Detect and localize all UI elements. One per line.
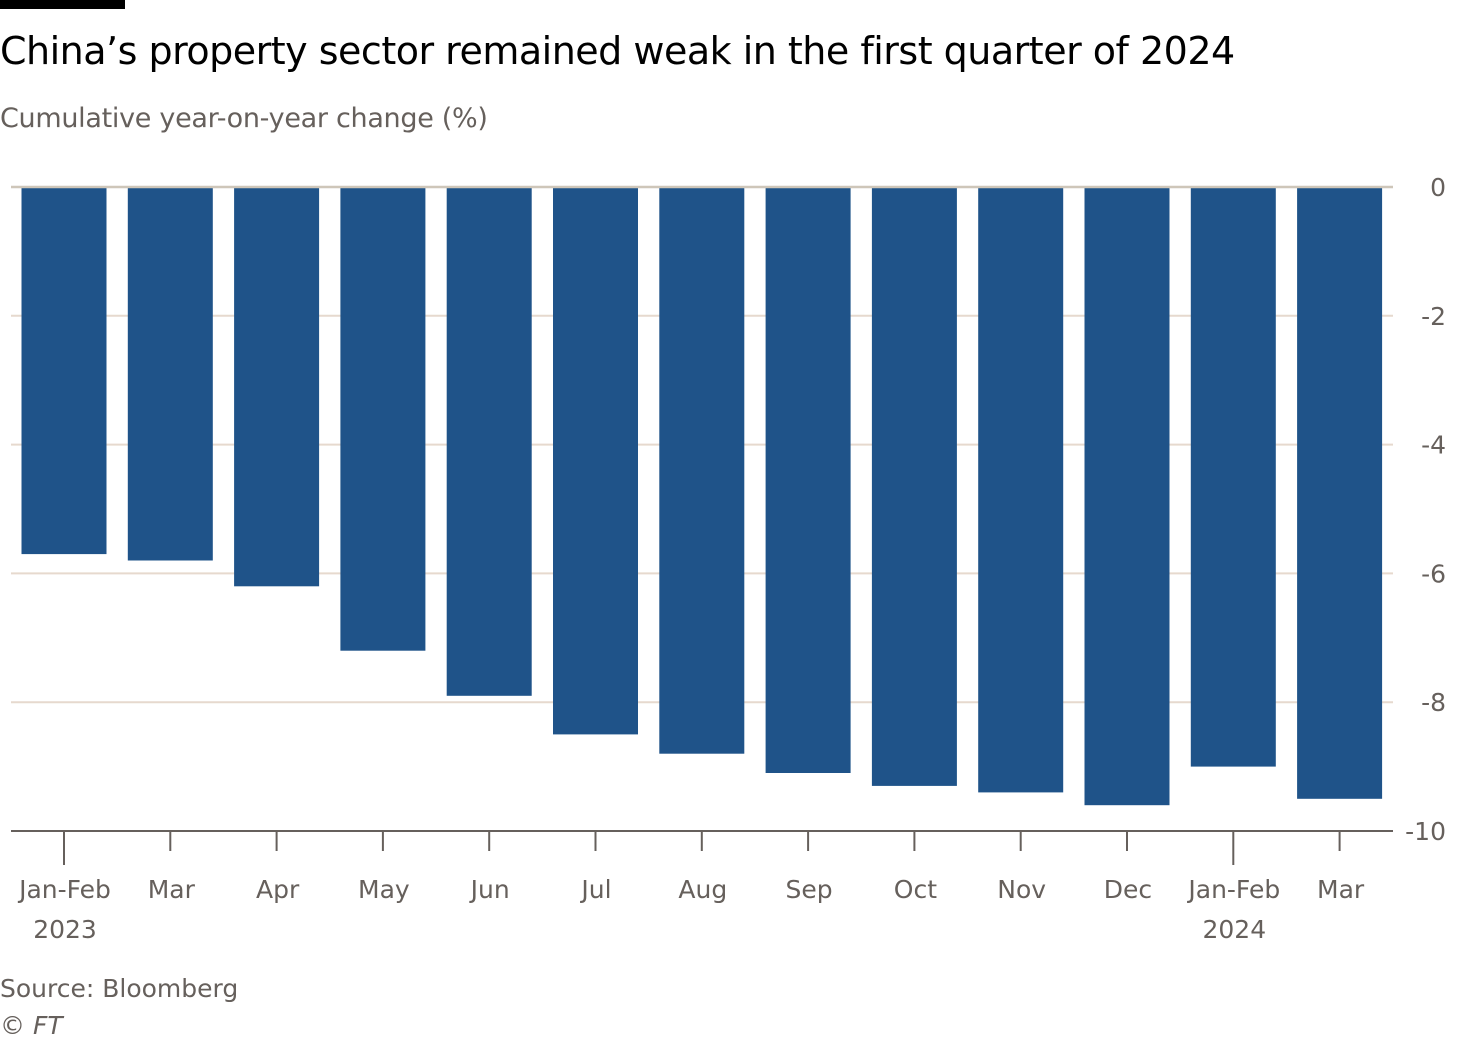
copyright-note: © FT xyxy=(0,1011,63,1040)
bar xyxy=(1190,187,1276,767)
x-tick-label: Jul xyxy=(579,875,611,904)
bar xyxy=(553,187,638,735)
x-tick-label: Jan-Feb xyxy=(17,875,111,904)
x-tick-label: Jan-Feb xyxy=(1186,875,1280,904)
bar xyxy=(978,187,1064,793)
bar-chart: 0 -2 -4 -6 -8 -10 Jan-Feb 2023 Mar Apr May Jun Jul Au… xyxy=(11,173,1446,944)
bar xyxy=(21,187,107,555)
x-tick-label: Sep xyxy=(786,875,833,904)
x-tick-label: Jun xyxy=(469,875,510,904)
x-tick-label: May xyxy=(358,875,410,904)
y-tick-label: 0 xyxy=(1430,173,1446,202)
x-tick-year-label: 2023 xyxy=(33,915,97,944)
bar xyxy=(871,187,957,786)
x-tick-label: Dec xyxy=(1104,875,1152,904)
bar xyxy=(127,187,213,561)
chart-title: China’s property sector remained weak in… xyxy=(0,29,1235,73)
x-tick-label: Mar xyxy=(148,875,196,904)
y-tick-label: -2 xyxy=(1421,302,1446,331)
bar xyxy=(340,187,426,651)
bar xyxy=(234,187,320,587)
chart-subtitle: Cumulative year-on-year change (%) xyxy=(0,103,488,134)
y-tick-label: -10 xyxy=(1405,817,1446,846)
x-tick-label: Apr xyxy=(256,875,300,904)
bar xyxy=(765,187,851,773)
top-rule xyxy=(0,0,125,9)
y-tick-label: -4 xyxy=(1421,431,1446,460)
bar xyxy=(659,187,745,754)
x-tick-year-label: 2024 xyxy=(1202,915,1266,944)
y-tick-label: -8 xyxy=(1421,688,1446,717)
x-tick-label: Oct xyxy=(894,875,937,904)
x-tick-label: Mar xyxy=(1317,875,1365,904)
y-tick-label: -6 xyxy=(1421,559,1446,588)
x-tick-label: Nov xyxy=(997,875,1046,904)
bar xyxy=(1297,187,1383,799)
bar xyxy=(1084,187,1170,806)
source-note: Source: Bloomberg xyxy=(0,974,239,1003)
bar xyxy=(446,187,532,696)
x-tick-label: Aug xyxy=(678,875,727,904)
